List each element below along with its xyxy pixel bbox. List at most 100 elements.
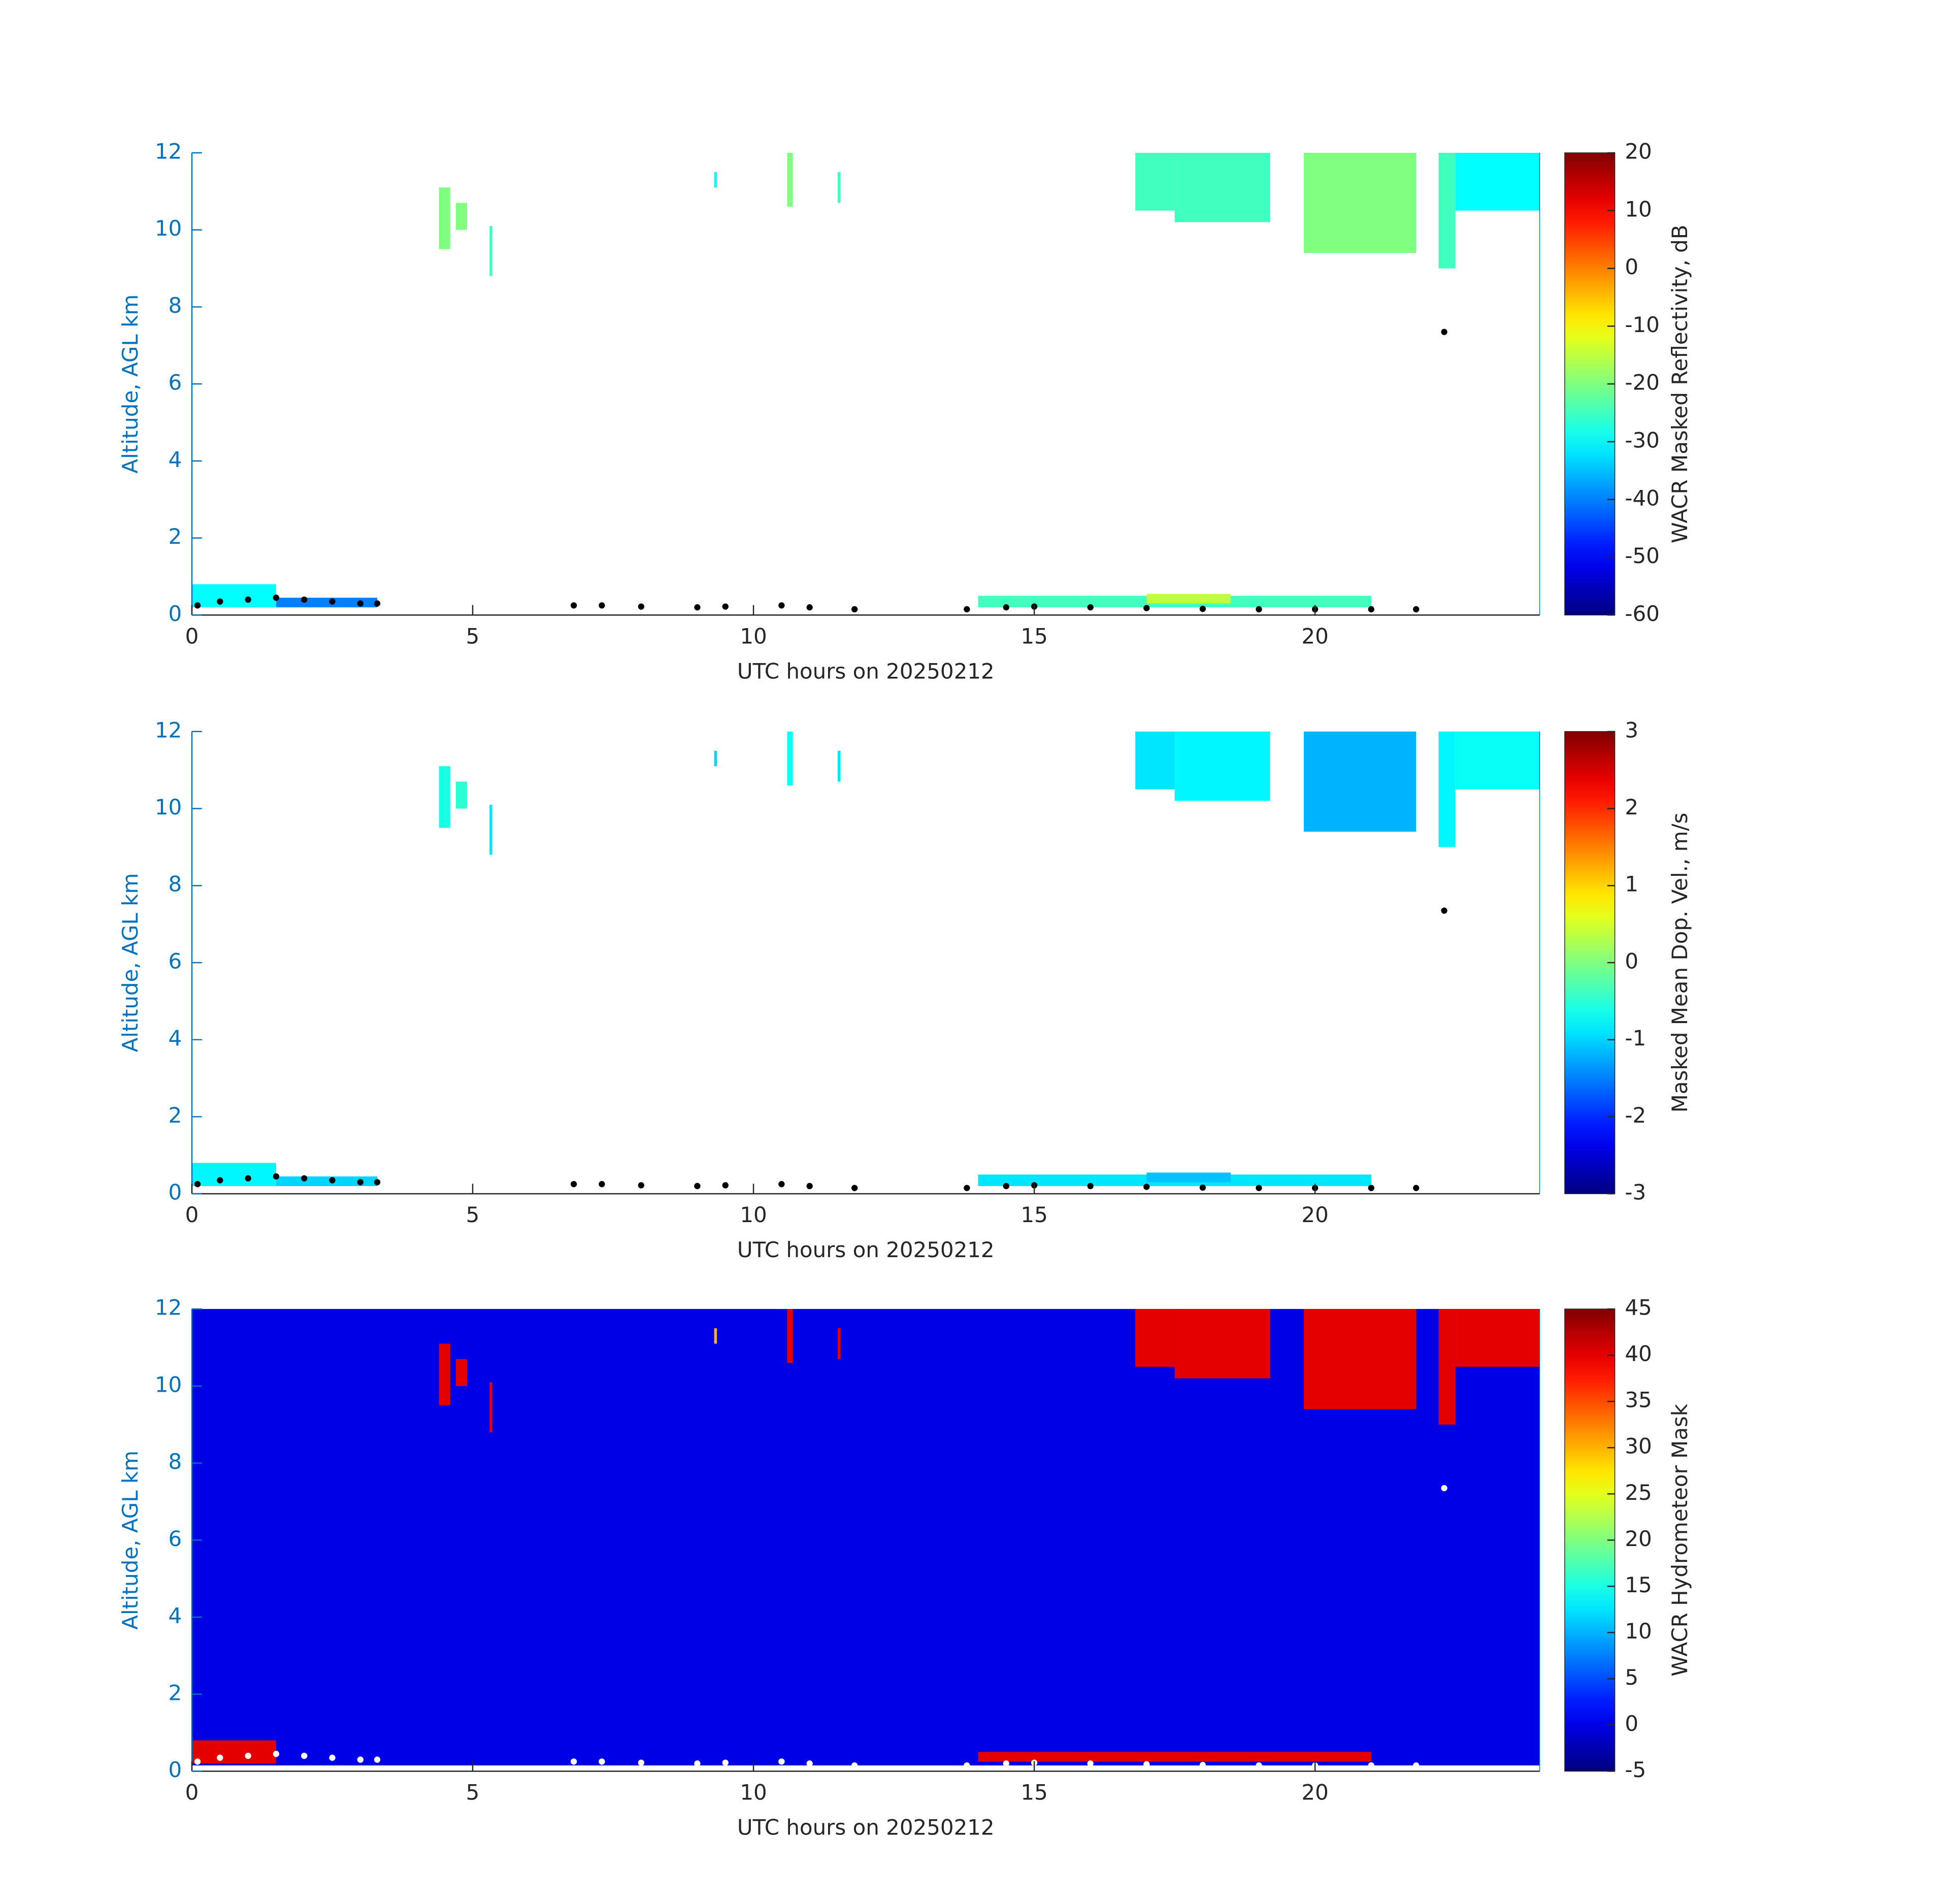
x-tick-label: 10 (740, 1202, 767, 1227)
cloud-base-point (778, 1181, 785, 1188)
cloud-base-point (638, 1759, 644, 1766)
data-patch (1135, 152, 1175, 211)
x-tick-label: 15 (1021, 1780, 1047, 1804)
x-tick-label: 15 (1021, 623, 1047, 648)
x-tick-label: 10 (740, 1780, 767, 1804)
colorbar-tick-label: 40 (1625, 1341, 1652, 1366)
y-axis-label: Altitude, AGL km (118, 294, 143, 474)
x-tick-label: 20 (1301, 1202, 1328, 1227)
data-patch (1455, 1309, 1540, 1367)
cloud-base-point (851, 1762, 858, 1769)
data-patch (1438, 152, 1456, 269)
data-patch (1304, 1309, 1417, 1409)
data-patch (787, 1309, 793, 1363)
cloud-base-point (806, 1760, 813, 1767)
cloud-base-point (245, 1175, 251, 1181)
y-tick-label: 8 (169, 293, 182, 318)
data-patch (455, 1359, 467, 1386)
cloud-base-point (1143, 1761, 1150, 1767)
colorbar (1564, 152, 1616, 616)
x-tick-label: 5 (466, 623, 480, 648)
colorbar-label: WACR Masked Reflectivity, dB (1667, 224, 1692, 543)
y-tick-label: 6 (169, 370, 182, 395)
y-tick-label: 12 (155, 1295, 182, 1320)
cloud-base-point (722, 1759, 729, 1766)
cloud-base-point (1441, 329, 1447, 335)
cloud-base-point (599, 1181, 605, 1188)
y-tick-label: 8 (169, 872, 182, 897)
cloud-base-point (694, 604, 701, 611)
x-tick-label: 0 (185, 623, 199, 648)
data-patch (787, 731, 793, 785)
data-patch (1304, 152, 1417, 253)
colorbar-tick-label: 30 (1625, 1434, 1652, 1459)
cloud-base-point (374, 600, 381, 607)
cloud-base-point (217, 1177, 223, 1184)
data-patch (439, 187, 450, 249)
data-patch (439, 1343, 450, 1405)
colorbar-tick-label: 20 (1625, 1526, 1652, 1551)
cloud-base-point (570, 1758, 577, 1765)
cloud-base-point (245, 596, 251, 603)
cloud-base-point (1368, 1762, 1374, 1769)
data-patch (455, 781, 467, 809)
data-patch (787, 152, 793, 207)
cloud-base-point (778, 1758, 785, 1765)
colorbar-tick-label: -60 (1625, 601, 1660, 626)
colorbar-tick-label: -1 (1625, 1026, 1646, 1051)
data-patch (489, 226, 492, 276)
data-patch (489, 804, 492, 855)
cloud-base-point (374, 1756, 381, 1763)
cloud-base-point (851, 606, 858, 613)
cloud-base-point (964, 1185, 970, 1191)
colorbar-tick-label: -30 (1625, 428, 1660, 452)
data-patch (1174, 731, 1270, 801)
cloud-base-point (694, 1760, 701, 1767)
colorbar-tick-label: -2 (1625, 1103, 1646, 1128)
cloud-base-point (1413, 1185, 1420, 1191)
data-patch (714, 172, 717, 188)
colorbar-tick-label: -40 (1625, 485, 1660, 510)
cloud-base-point (722, 1182, 729, 1189)
cloud-base-point (301, 1752, 308, 1759)
data-patch (837, 750, 841, 782)
data-patch (978, 1752, 1371, 1762)
y-axis-label: Altitude, AGL km (118, 873, 143, 1053)
data-patch (1146, 1172, 1231, 1183)
cloud-base-point (722, 603, 729, 610)
colorbar-tick-label: 2 (1625, 795, 1638, 819)
cloud-base-point (194, 602, 201, 609)
y-tick-label: 4 (169, 1026, 182, 1051)
cloud-base-point (1256, 1762, 1262, 1769)
data-patch (455, 203, 467, 230)
cloud-base-point (357, 1756, 364, 1763)
cloud-base-point (329, 598, 336, 605)
colorbar-tick-label: -3 (1625, 1180, 1646, 1205)
data-patch (1304, 731, 1417, 832)
cloud-base-point (1143, 605, 1150, 611)
colorbar (1564, 1308, 1616, 1772)
x-tick-label: 0 (185, 1780, 199, 1804)
y-tick-label: 12 (155, 717, 182, 742)
y-tick-label: 6 (169, 1526, 182, 1551)
cloud-base-point (1441, 1485, 1447, 1492)
x-tick-label: 5 (466, 1202, 480, 1227)
y-tick-label: 0 (169, 1180, 182, 1205)
data-patch (1174, 152, 1270, 222)
colorbar-tick-label: 0 (1625, 254, 1638, 279)
x-tick-label: 0 (185, 1202, 199, 1227)
data-patch (191, 1740, 276, 1764)
x-axis-label: UTC hours on 20250212 (737, 1237, 995, 1262)
cloud-base-point (1368, 1185, 1374, 1191)
cloud-base-point (329, 1177, 336, 1184)
cloud-base-point (1143, 1184, 1150, 1190)
colorbar-tick-label: -50 (1625, 543, 1660, 568)
cloud-base-point (778, 602, 785, 609)
cloud-base-point (357, 1179, 364, 1186)
cloud-base-point (1087, 1760, 1094, 1767)
colorbar-tick-label: 25 (1625, 1480, 1652, 1505)
y-tick-label: 0 (169, 601, 182, 626)
